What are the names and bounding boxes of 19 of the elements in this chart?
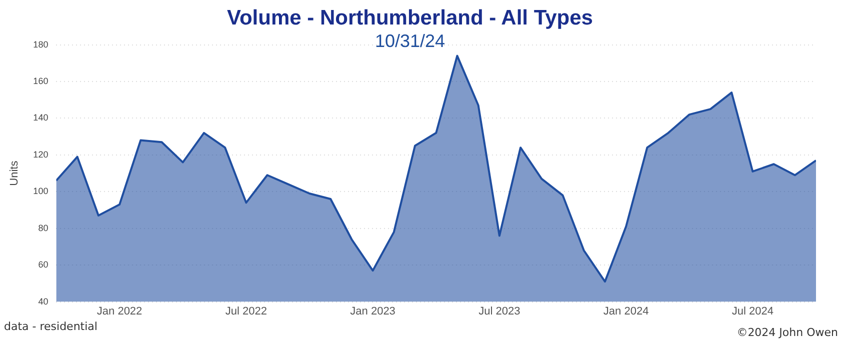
y-tick-label: 180 [33,39,48,50]
y-tick-label: 60 [38,260,48,270]
y-tick-label: 120 [33,149,48,160]
y-tick-label: 100 [33,186,48,196]
x-tick-label: Jan 2022 [96,305,142,318]
x-tick-label: Jan 2023 [350,305,396,318]
y-axis-title: Units [8,160,21,186]
x-tick-label: Jul 2024 [732,305,774,318]
y-tick-label: 140 [33,112,48,123]
chart-title: Volume - Northumberland - All Types [227,6,593,30]
y-tick-label: 80 [38,222,48,233]
x-tick-label: Jan 2024 [603,305,649,318]
chart-subtitle: 10/31/24 [374,30,446,51]
text: ©2024 John Owen [736,326,838,339]
y-tick-label: 40 [38,296,48,306]
x-tick-label: Jul 2023 [478,305,520,318]
x-tick-label: Jul 2022 [225,305,267,318]
y-tick-label: 160 [33,76,48,86]
text: data - residential [4,320,98,333]
